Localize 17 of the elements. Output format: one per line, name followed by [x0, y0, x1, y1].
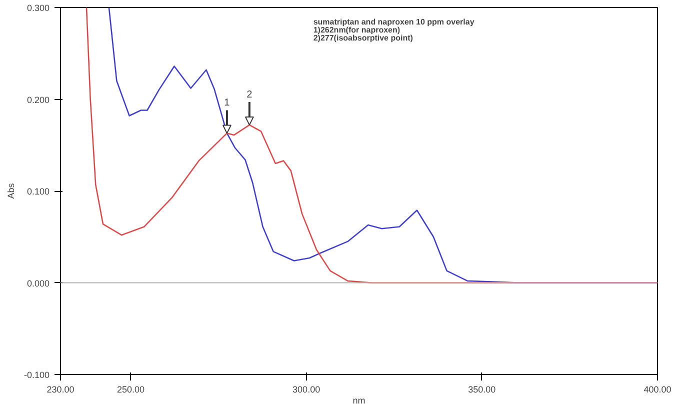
annotation: 2 [246, 89, 253, 100]
annotation: 1)262nm(for naproxen) [313, 25, 400, 34]
x-axis-title: nm [352, 396, 366, 406]
x-tick-label: 400.00 [644, 384, 672, 394]
x-tick-label: 350.00 [468, 384, 496, 394]
y-tick-label: -0.100 [24, 370, 50, 380]
annotation: 1 [224, 98, 230, 109]
y-tick-label: 0.200 [26, 94, 50, 105]
x-tick-label: 250.00 [116, 384, 145, 394]
y-tick-label: 0.300 [26, 3, 50, 13]
annotation: sumatriptan and naproxen 10 ppm overlay [313, 18, 475, 27]
x-tick-label: 230.00 [46, 384, 74, 394]
annotation: 2)277(isoabsorptive point) [313, 33, 414, 42]
y-axis-title: Abs [6, 182, 16, 199]
y-tick-label: 0.100 [26, 186, 50, 196]
y-tick-label: 0.000 [26, 278, 50, 288]
x-tick-label: 300.00 [292, 384, 320, 394]
